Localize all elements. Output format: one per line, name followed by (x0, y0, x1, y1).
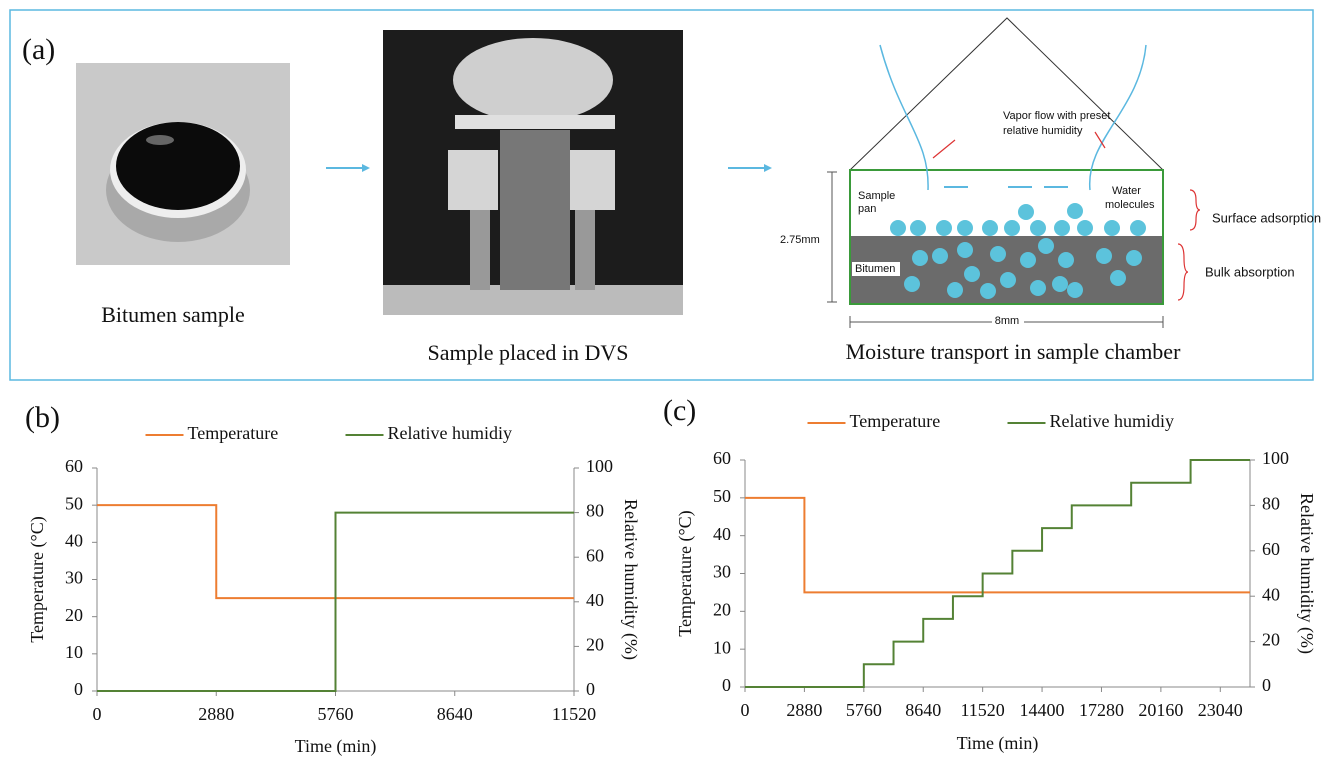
diagram-label: 2.75mm (780, 234, 820, 246)
y-tick-label: 50 (713, 486, 731, 506)
x-tick-label: 11520 (552, 704, 596, 724)
series-line (745, 459, 1250, 688)
diagram-label: molecules (1105, 199, 1155, 211)
panel-label: (b) (25, 401, 60, 434)
series-line (745, 496, 1250, 594)
x-tick-label: 2880 (198, 704, 234, 724)
x-tick-label: 20160 (1138, 700, 1183, 720)
y2-tick-label: 60 (586, 545, 604, 565)
x-tick-label: 17280 (1079, 700, 1124, 720)
caption: Sample placed in DVS (427, 340, 628, 365)
y-tick-label: 0 (74, 679, 83, 699)
panel-border (9, 9, 1314, 381)
diagram-label: relative humidity (1003, 125, 1083, 137)
y-tick-label: 0 (722, 675, 731, 695)
x-axis-title: Time (min) (295, 736, 377, 757)
x-tick-label: 11520 (960, 700, 1004, 720)
x-tick-label: 5760 (846, 700, 882, 720)
y2-tick-label: 40 (586, 590, 604, 610)
y-tick-label: 50 (65, 493, 83, 513)
y2-tick-label: 80 (1262, 494, 1280, 514)
y-tick-label: 40 (713, 524, 731, 544)
dvs-photo (383, 30, 683, 315)
bitumen-photo (76, 63, 290, 265)
y-tick-label: 10 (713, 637, 731, 657)
arrow-head (764, 164, 772, 172)
x-tick-label: 14400 (1020, 700, 1065, 720)
x-axis-title: Time (min) (957, 733, 1039, 754)
y2-tick-label: 60 (1262, 539, 1280, 559)
y2-tick-label: 100 (586, 456, 613, 476)
chamber-diagram (827, 17, 1201, 328)
diagram-label: 8mm (995, 315, 1019, 327)
y-axis-title: Temperature (°C) (27, 516, 48, 642)
legend-label: Temperature (188, 423, 279, 443)
caption: Bitumen sample (101, 302, 245, 327)
diagram-label: Bitumen (855, 263, 895, 275)
diagram-label: Surface adsorption (1212, 210, 1321, 225)
diagram-label: Sample (858, 190, 895, 202)
y2-tick-label: 80 (586, 501, 604, 521)
caption: Moisture transport in sample chamber (846, 339, 1181, 364)
legend-label: Relative humidiy (1050, 411, 1174, 431)
x-tick-label: 0 (741, 700, 750, 720)
y-tick-label: 20 (65, 605, 83, 625)
series-line (97, 504, 574, 600)
diagram-label: Vapor flow with preset (1003, 110, 1110, 122)
y2-axis-title: Relative humidity (%) (1296, 493, 1317, 654)
y2-tick-label: 40 (1262, 584, 1280, 604)
x-tick-label: 8640 (905, 700, 941, 720)
y-tick-label: 30 (65, 568, 83, 588)
y-tick-label: 20 (713, 599, 731, 619)
panel-label: (a) (22, 33, 55, 66)
y-tick-label: 40 (65, 530, 83, 550)
x-tick-label: 5760 (318, 704, 354, 724)
x-tick-label: 23040 (1198, 700, 1243, 720)
diagram-label: Water (1112, 185, 1141, 197)
x-tick-label: 2880 (786, 700, 822, 720)
y-tick-label: 60 (65, 456, 83, 476)
series-line (97, 511, 574, 692)
y2-tick-label: 0 (1262, 675, 1271, 695)
diagram-label: Bulk absorption (1205, 264, 1295, 279)
y-tick-label: 30 (713, 562, 731, 582)
x-tick-label: 8640 (437, 704, 473, 724)
y2-tick-label: 100 (1262, 448, 1289, 468)
legend-label: Temperature (850, 411, 941, 431)
legend-label: Relative humidiy (388, 423, 512, 443)
panel-label: (c) (663, 394, 696, 427)
y2-axis-title: Relative humidity (%) (620, 499, 641, 660)
arrow-head (362, 164, 370, 172)
y2-tick-label: 20 (1262, 630, 1280, 650)
y2-tick-label: 0 (586, 679, 595, 699)
diagram-label: pan (858, 203, 876, 215)
y-tick-label: 10 (65, 642, 83, 662)
y2-tick-label: 20 (586, 635, 604, 655)
x-tick-label: 0 (93, 704, 102, 724)
y-axis-title: Temperature (°C) (675, 510, 696, 636)
y-tick-label: 60 (713, 448, 731, 468)
